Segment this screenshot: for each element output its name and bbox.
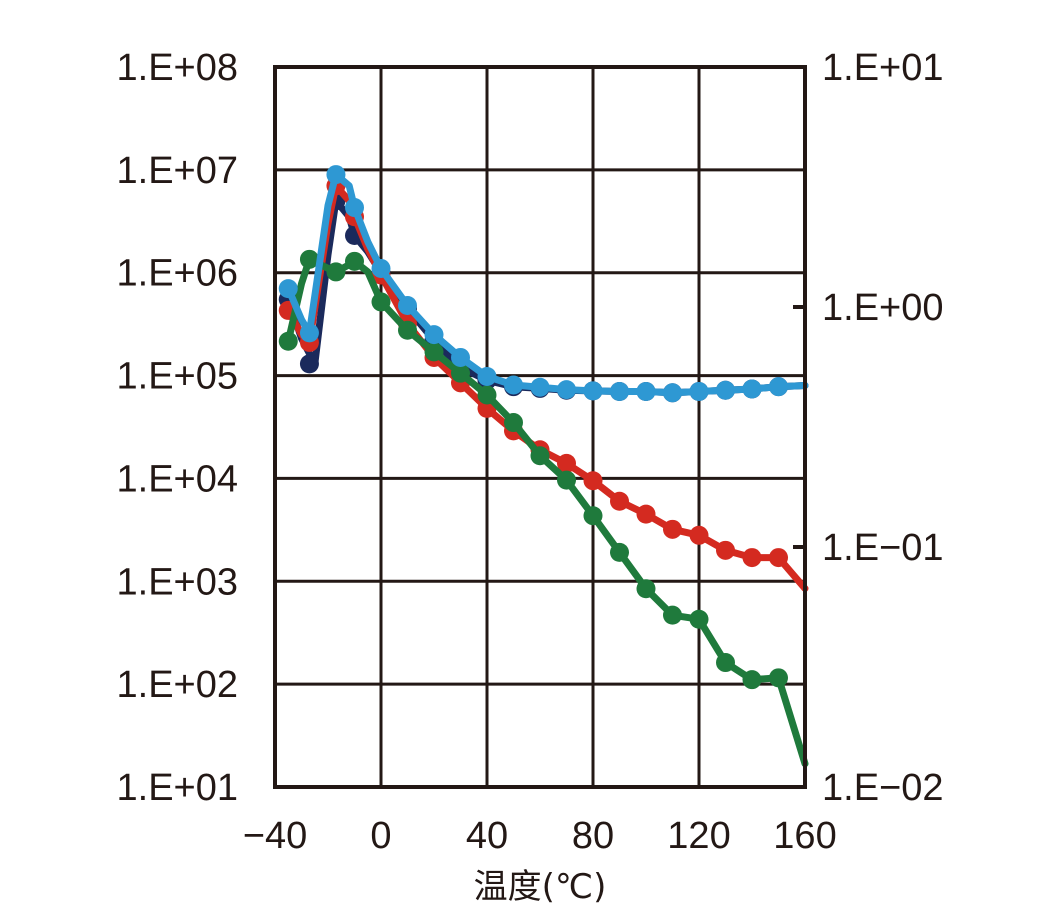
x-tick-label: 120	[667, 815, 730, 857]
data-point	[742, 548, 762, 568]
x-axis-label: 温度(℃)	[474, 867, 607, 907]
data-point	[663, 383, 682, 403]
data-point	[636, 579, 656, 599]
data-point	[345, 251, 364, 271]
data-point	[716, 380, 735, 400]
data-point	[557, 470, 576, 490]
data-point	[299, 249, 319, 269]
data-point	[610, 491, 629, 511]
y-left-tick-label: 1.E+03	[117, 561, 239, 603]
data-point	[398, 320, 417, 340]
data-point	[769, 668, 788, 688]
data-point	[610, 542, 629, 562]
data-point	[716, 653, 735, 673]
data-point	[583, 506, 603, 526]
y-left-tick-label: 1.E+05	[117, 356, 239, 398]
data-point	[299, 323, 319, 343]
y-left-tick-label: 1.E+02	[117, 664, 239, 706]
data-point	[716, 540, 735, 560]
data-point	[477, 366, 497, 386]
series-line	[284, 171, 809, 397]
data-point	[530, 377, 550, 397]
series	[278, 165, 809, 403]
data-point	[636, 504, 656, 524]
data-point	[689, 382, 709, 402]
data-point	[326, 262, 346, 282]
data-point	[663, 605, 682, 625]
data-point	[742, 670, 762, 690]
series-line	[284, 255, 809, 768]
y-right-tick-label: 1.E−02	[822, 767, 944, 809]
data-point	[636, 382, 656, 402]
plot-frame	[273, 65, 807, 789]
data-point	[583, 381, 603, 401]
data-point	[326, 165, 346, 185]
data-point	[278, 331, 298, 351]
y-right-tick-label: 1.E+00	[822, 287, 944, 329]
data-point	[345, 198, 364, 218]
data-point	[689, 609, 709, 629]
data-point	[477, 385, 497, 405]
grid	[275, 67, 805, 787]
series	[278, 249, 809, 768]
data-point	[769, 548, 788, 568]
data-point	[504, 375, 523, 395]
y-left-tick-label: 1.E+01	[117, 767, 239, 809]
plot-border	[273, 65, 807, 789]
data-point	[504, 413, 523, 433]
x-tick-label: 160	[773, 815, 836, 857]
y-left-tick-label: 1.E+07	[117, 150, 239, 192]
data-point	[769, 377, 788, 397]
data-point	[742, 379, 762, 399]
data-point	[689, 525, 709, 545]
data-point	[451, 347, 470, 367]
data-point	[557, 380, 576, 400]
x-tick-label: −40	[243, 815, 307, 857]
data-point	[451, 363, 470, 383]
data-point	[557, 453, 576, 473]
data-point	[299, 354, 319, 374]
data-point	[583, 471, 603, 491]
left-axis: 1.E+01 1.E+02 1.E+03 1.E+04 1.E+05 1.E+06 1.E+…	[117, 47, 239, 809]
data-point	[530, 446, 550, 466]
data-point	[371, 292, 391, 312]
x-tick-label: 0	[370, 815, 391, 857]
data-point	[424, 325, 444, 345]
x-axis: −40 0 40 80 120 160	[243, 815, 837, 857]
y-right-tick-label: 1.E−01	[822, 527, 944, 569]
data-point	[424, 342, 444, 362]
y-left-tick-label: 1.E+08	[117, 47, 239, 89]
data-point	[663, 519, 682, 539]
x-tick-label: 80	[572, 815, 614, 857]
y-left-tick-label: 1.E+04	[117, 458, 239, 500]
data-point	[371, 258, 391, 278]
data-point	[398, 296, 417, 316]
y-right-tick-label: 1.E+01	[822, 47, 944, 89]
data-point	[610, 382, 629, 402]
data-point	[278, 279, 298, 299]
series-layer	[278, 165, 809, 768]
y-left-tick-label: 1.E+06	[117, 253, 239, 295]
x-tick-label: 40	[466, 815, 508, 857]
right-axis: 1.E−02 1.E−01 1.E+00 1.E+01	[793, 47, 944, 809]
